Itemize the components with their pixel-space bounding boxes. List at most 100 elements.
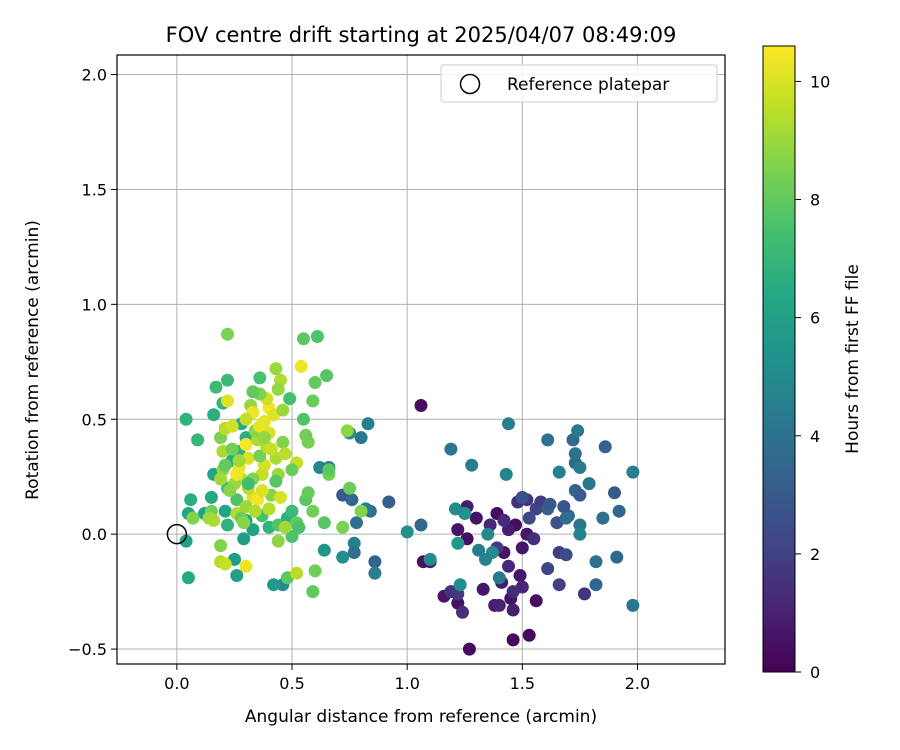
data-point (479, 552, 492, 566)
data-point (218, 557, 232, 571)
data-point (204, 490, 218, 504)
data-point (207, 513, 221, 527)
colorbar: 0 2 4 6 8 10 Hours from first FF file (762, 45, 863, 682)
data-point (223, 484, 237, 497)
data-point (285, 504, 299, 518)
data-point (184, 493, 198, 507)
data-point (589, 578, 603, 592)
x-tick-label: 0.5 (279, 674, 304, 693)
data-point (230, 569, 244, 582)
data-point (515, 541, 529, 555)
data-point (290, 566, 304, 580)
data-point (573, 461, 587, 474)
plot-frame (116, 54, 726, 665)
data-point (264, 442, 278, 456)
data-point (320, 369, 334, 383)
data-point (382, 495, 396, 509)
x-tick-label: 1.0 (394, 674, 419, 693)
data-point (345, 493, 359, 507)
legend: Reference platepar (440, 64, 718, 103)
x-tick-label: 2.0 (625, 674, 650, 693)
data-point (541, 562, 555, 576)
data-point (350, 516, 363, 530)
data-point (456, 605, 469, 619)
data-point (191, 433, 205, 447)
data-point (306, 504, 320, 518)
data-point (573, 518, 587, 532)
data-point (237, 532, 251, 546)
data-point (308, 564, 322, 578)
data-point (221, 518, 234, 532)
data-point (527, 532, 541, 546)
data-point (239, 438, 253, 451)
data-point (232, 454, 246, 468)
data-point (400, 525, 414, 539)
data-point (506, 585, 520, 599)
colorbar-gradient (762, 45, 796, 673)
data-point (218, 504, 232, 518)
data-point (578, 587, 591, 601)
data-point (267, 578, 281, 592)
data-point (589, 555, 603, 569)
data-point (453, 578, 467, 592)
data-point (317, 516, 331, 530)
data-point (283, 392, 297, 406)
data-point (522, 511, 536, 525)
data-point (559, 511, 573, 525)
data-point (414, 518, 428, 532)
data-point (322, 463, 336, 477)
data-point (214, 539, 228, 553)
data-point (308, 376, 322, 389)
y-tick-label: 1.0 (82, 295, 107, 314)
data-point (522, 628, 536, 642)
chart-title: FOV centre drift starting at 2025/04/07 … (166, 23, 677, 47)
data-point (444, 442, 458, 456)
data-point (278, 520, 292, 534)
data-point (502, 559, 515, 573)
data-point (253, 419, 267, 433)
data-point (469, 511, 483, 525)
y-axis-ticks: −0.5 0.0 0.5 1.0 1.5 2.0 (68, 66, 117, 659)
data-point (571, 424, 585, 438)
legend-marker-icon (459, 73, 481, 95)
data-point (515, 490, 529, 504)
data-point (557, 500, 571, 514)
data-point (257, 431, 271, 445)
data-point (472, 543, 486, 557)
data-point (343, 481, 357, 495)
data-point (248, 504, 262, 518)
data-point (552, 465, 566, 479)
data-point (582, 477, 596, 491)
data-point (269, 474, 283, 488)
data-point (543, 497, 557, 511)
data-point (368, 566, 382, 580)
data-point (186, 511, 200, 525)
data-point (276, 435, 290, 449)
data-point (297, 412, 310, 426)
colorbar-tick-label: 0 (810, 663, 820, 682)
data-point (559, 548, 573, 562)
data-point (209, 380, 223, 394)
data-point (271, 534, 285, 548)
data-point (271, 382, 285, 396)
y-tick-label: −0.5 (68, 640, 107, 659)
data-point (225, 442, 239, 456)
data-point (297, 332, 310, 346)
data-point (423, 552, 437, 566)
data-point (573, 488, 587, 502)
data-point (610, 550, 624, 564)
data-point (221, 373, 234, 387)
y-tick-label: 0.0 (82, 525, 107, 544)
data-point (368, 555, 382, 569)
x-tick-label: 0.0 (164, 674, 189, 693)
data-point (451, 536, 465, 550)
data-point (310, 330, 324, 343)
y-tick-label: 1.5 (82, 180, 107, 199)
data-point (596, 511, 610, 525)
colorbar-tick-label: 4 (810, 427, 820, 446)
data-point (241, 477, 255, 491)
data-point (451, 523, 465, 537)
legend-box (440, 64, 718, 103)
grid-lines (117, 55, 725, 664)
colorbar-tick-label: 6 (810, 309, 820, 328)
